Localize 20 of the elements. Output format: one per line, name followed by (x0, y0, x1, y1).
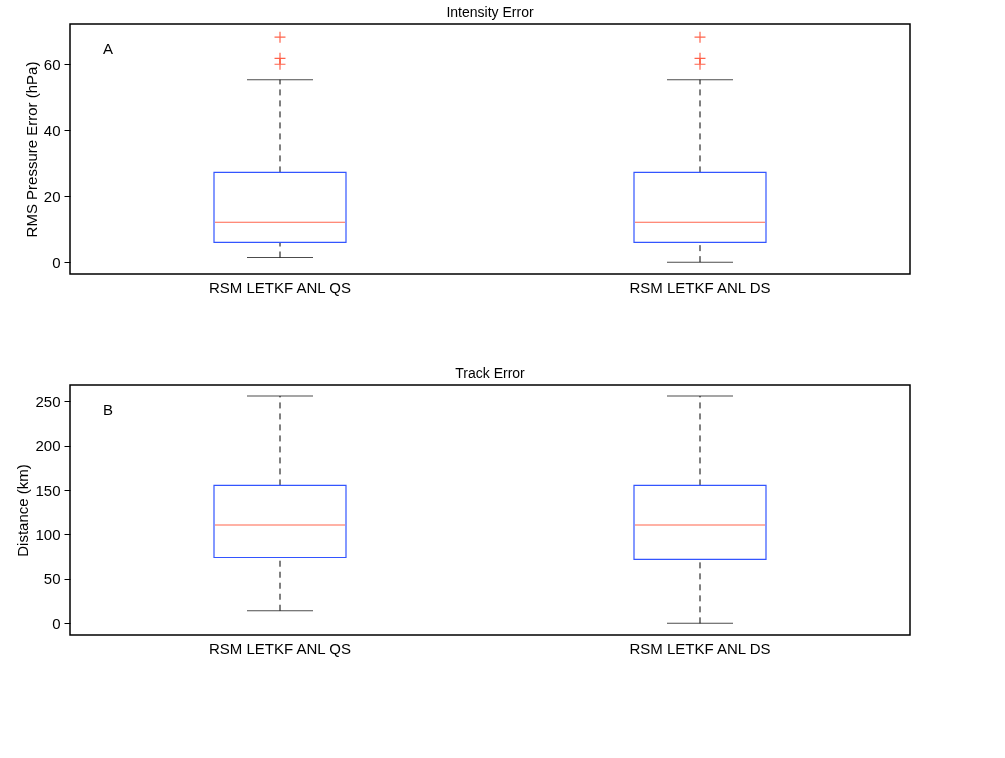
chart-title: Track Error (455, 365, 526, 381)
x-tick-label: RSM LETKF ANL QS (209, 639, 351, 657)
y-tick-label: 0 (52, 253, 61, 271)
y-tick-label: 50 (43, 570, 61, 588)
y-tick-label: 40 (43, 121, 61, 139)
y-tick-label: 20 (43, 187, 61, 205)
y-tick-label: 150 (35, 481, 61, 499)
chart-title: Intensity Error (446, 4, 534, 20)
y-tick-label: 100 (35, 525, 61, 543)
x-tick-label: RSM LETKF ANL DS (629, 278, 771, 296)
y-tick-label: 60 (43, 55, 61, 73)
y-axis-title: RMS Pressure Error (hPa) (22, 61, 40, 238)
y-tick-label: 200 (35, 437, 61, 455)
y-tick-label: 250 (35, 392, 61, 410)
y-axis-title: Distance (km) (14, 464, 32, 557)
y-tick-label: 0 (52, 614, 61, 632)
x-tick-label: RSM LETKF ANL DS (629, 639, 771, 657)
x-tick-label: RSM LETKF ANL QS (209, 278, 351, 296)
annotation: B (103, 401, 114, 418)
annotation: A (103, 40, 114, 57)
